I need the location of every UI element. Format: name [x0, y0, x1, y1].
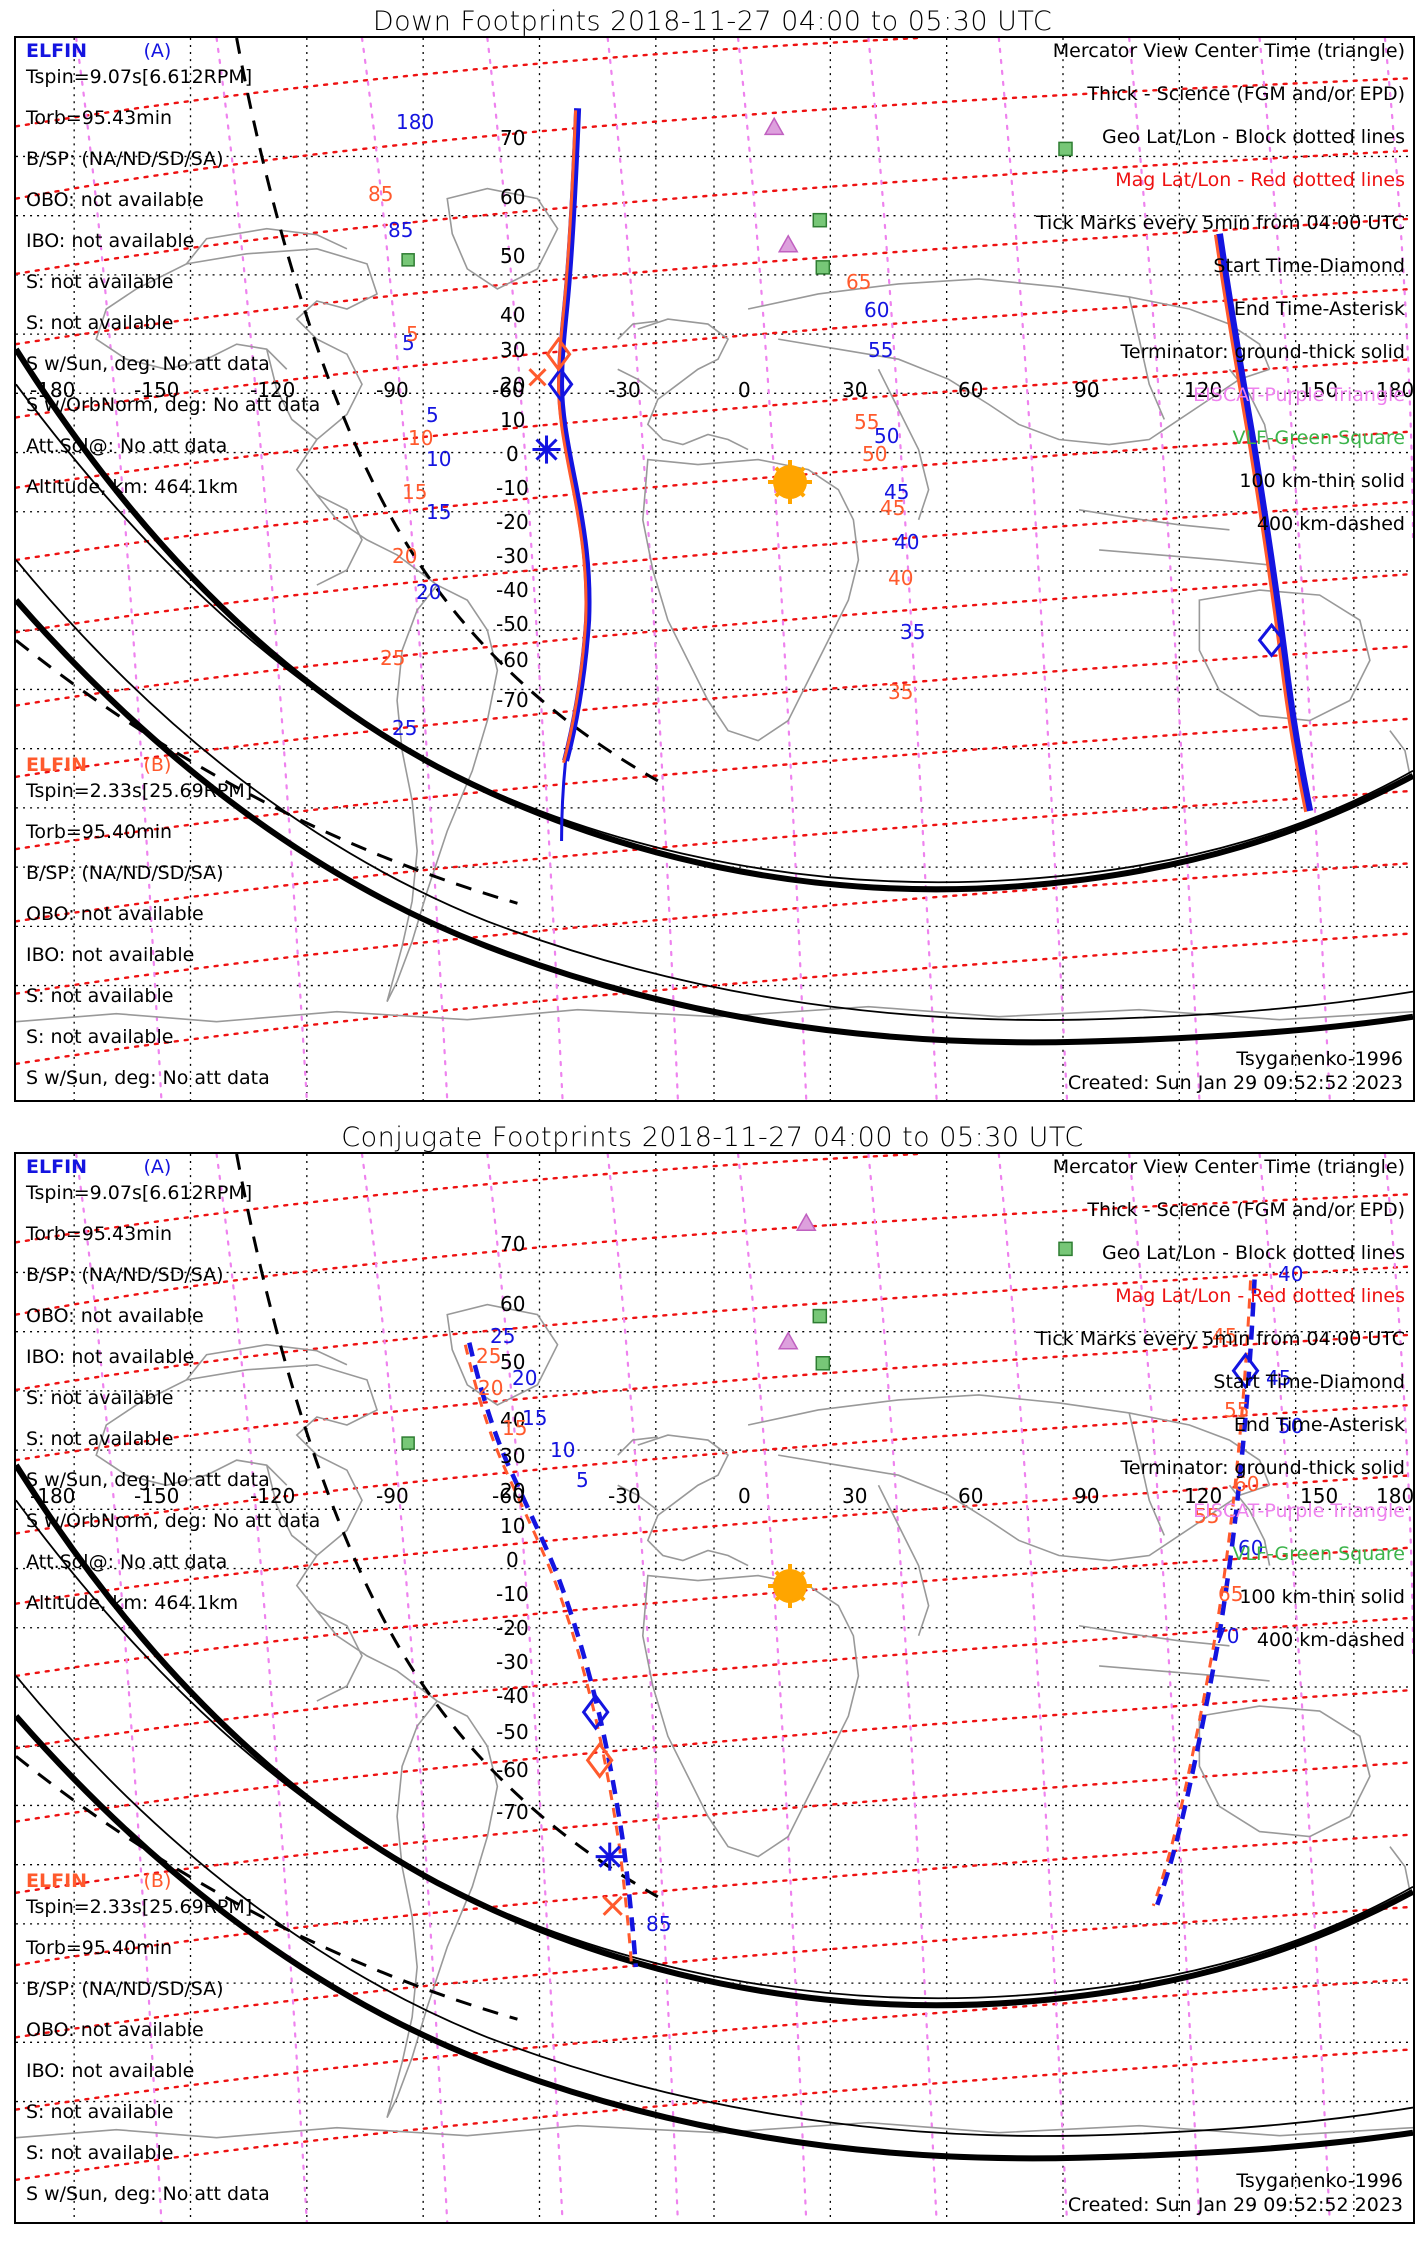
- elfin-a-info-conjugate: ELFIN (A) Tspin=9.07s[6.612RPM] Torb=95.…: [26, 1156, 320, 1613]
- elfin-b-line: OBO: not available: [26, 903, 204, 925]
- elfin-b-info-down: ELFIN (B) Tspin=2.33s[25.69RPM] Torb=95.…: [26, 754, 320, 1088]
- elfin-a-line: Torb=95.43min: [26, 107, 173, 129]
- legend-item: 100 km-thin solid: [1239, 1586, 1405, 1608]
- legend-item-vlf: VLF-Green Square: [1232, 427, 1405, 449]
- legend-down: Mercator View Center Time (triangle) Thi…: [1036, 40, 1405, 534]
- legend-item-mag: Mag Lat/Lon - Red dotted lines: [1115, 169, 1405, 191]
- elfin-a-name: ELFIN: [26, 40, 88, 62]
- legend-item-mag: Mag Lat/Lon - Red dotted lines: [1115, 1285, 1405, 1307]
- elfin-a-line: S w/Sun, deg: No att data: [26, 353, 270, 375]
- elfin-a-line: Att.Sol@: No att data: [26, 435, 228, 457]
- legend-item-eiscat: EISCAT-Purple Triangle: [1193, 1500, 1405, 1522]
- sun-icon: [774, 466, 806, 498]
- elfin-a-name: ELFIN: [26, 1156, 88, 1178]
- elfin-b-line: S w/Sun, deg: No att data: [26, 2183, 270, 2205]
- panel-conjugate-footprints: Conjugate Footprints 2018-11-27 04:00 to…: [0, 1120, 1425, 2250]
- legend-item: End Time-Asterisk: [1233, 298, 1405, 320]
- legend-item: Geo Lat/Lon - Block dotted lines: [1102, 1242, 1405, 1264]
- legend-item: Mercator View Center Time (triangle): [1052, 40, 1405, 62]
- elfin-a-line: Att.Sol@: No att data: [26, 1551, 228, 1573]
- panel-title-conjugate: Conjugate Footprints 2018-11-27 04:00 to…: [341, 1122, 1084, 1153]
- elfin-a-line: B/SP: (NA/ND/SD/SA): [26, 148, 224, 170]
- legend-item: 400 km-dashed: [1256, 513, 1405, 535]
- elfin-a-line: OBO: not available: [26, 1305, 204, 1327]
- legend-item: Terminator: ground-thick solid: [1120, 1457, 1406, 1479]
- elfin-b-line: S w/Sun, deg: No att data: [26, 1067, 270, 1089]
- elfin-b-line: IBO: not available: [26, 944, 195, 966]
- elfin-a-line: Torb=95.43min: [26, 1223, 173, 1245]
- elfin-b-line: OBO: not available: [26, 2019, 204, 2041]
- elfin-a-line: S: not available: [26, 1387, 174, 1409]
- elfin-a-line: S: not available: [26, 1428, 174, 1450]
- elfin-a-line: IBO: not available: [26, 1346, 195, 1368]
- legend-item: Start Time-Diamond: [1213, 1371, 1405, 1393]
- legend-item: Terminator: ground-thick solid: [1120, 341, 1406, 363]
- panel-down-footprints: Down Footprints 2018-11-27 04:00 to 05:3…: [0, 0, 1425, 1120]
- elfin-b-line: S: not available: [26, 985, 174, 1007]
- elfin-a-line: Altitude, km: 464.1km: [26, 476, 239, 498]
- created-label-down: Created: Sun Jan 29 09:52:52 2023: [1067, 1072, 1403, 1094]
- elfin-a-id: (A): [143, 40, 172, 62]
- elfin-b-line: Torb=95.40min: [26, 1937, 173, 1959]
- elfin-a-line: S: not available: [26, 271, 174, 293]
- model-label-conjugate: Tsyganenko-1996: [1236, 2170, 1403, 2192]
- elfin-b-line: B/SP: (NA/ND/SD/SA): [26, 862, 224, 884]
- elfin-a-line: Tspin=9.07s[6.612RPM]: [26, 1182, 253, 1204]
- elfin-b-name: ELFIN: [26, 1870, 88, 1892]
- elfin-b-line: B/SP: (NA/ND/SD/SA): [26, 1978, 224, 2000]
- elfin-b-line: Tspin=2.33s[25.69RPM]: [26, 1896, 253, 1918]
- elfin-a-line: B/SP: (NA/ND/SD/SA): [26, 1264, 224, 1286]
- elfin-b-line: Tspin=2.33s[25.69RPM]: [26, 780, 253, 802]
- panel-title-down: Down Footprints 2018-11-27 04:00 to 05:3…: [372, 6, 1053, 37]
- legend-item: Start Time-Diamond: [1213, 255, 1405, 277]
- elfin-a-id: (A): [143, 1156, 172, 1178]
- legend-item: Mercator View Center Time (triangle): [1052, 1156, 1405, 1178]
- elfin-a-line: S w/OrbNorm, deg: No att data: [26, 394, 321, 416]
- map-graphic-down: [16, 38, 1413, 1100]
- created-label-conjugate: Created: Sun Jan 29 09:52:52 2023: [1067, 2194, 1403, 2216]
- elfin-a-line: S: not available: [26, 312, 174, 334]
- legend-item: Thick - Science (FGM and/or EPD): [1087, 83, 1405, 105]
- elfin-b-name: ELFIN: [26, 754, 88, 776]
- elfin-b-line: S: not available: [26, 1026, 174, 1048]
- elfin-a-line: Tspin=9.07s[6.612RPM]: [26, 66, 253, 88]
- map-graphic-conjugate: [16, 1154, 1413, 2222]
- elfin-a-line: Altitude, km: 464.1km: [26, 1592, 239, 1614]
- elfin-b-line: S: not available: [26, 2101, 174, 2123]
- legend-item: Tick Marks every 5min from 04:00 UTC: [1036, 1328, 1405, 1350]
- elfin-b-line: IBO: not available: [26, 2060, 195, 2082]
- legend-item: Thick - Science (FGM and/or EPD): [1087, 1199, 1405, 1221]
- elfin-a-line: S w/OrbNorm, deg: No att data: [26, 1510, 321, 1532]
- elfin-a-line: S w/Sun, deg: No att data: [26, 1469, 270, 1491]
- legend-item-vlf: VLF-Green Square: [1232, 1543, 1405, 1565]
- plot-area-conjugate: -180 -150 -120 -90 -60 -30 0 30 60 90 12…: [14, 1152, 1415, 2224]
- sun-icon: [774, 1570, 806, 1602]
- legend-item-eiscat: EISCAT-Purple Triangle: [1193, 384, 1405, 406]
- elfin-b-info-conjugate: ELFIN (B) Tspin=2.33s[25.69RPM] Torb=95.…: [26, 1870, 320, 2204]
- legend-item: 400 km-dashed: [1256, 1629, 1405, 1651]
- elfin-b-id: (B): [143, 1870, 172, 1892]
- model-label-down: Tsyganenko-1996: [1236, 1048, 1403, 1070]
- elfin-a-info-down: ELFIN (A) Tspin=9.07s[6.612RPM] Torb=95.…: [26, 40, 320, 497]
- legend-item: End Time-Asterisk: [1233, 1414, 1405, 1436]
- legend-item: 100 km-thin solid: [1239, 470, 1405, 492]
- legend-item: Geo Lat/Lon - Block dotted lines: [1102, 126, 1405, 148]
- elfin-a-line: OBO: not available: [26, 189, 204, 211]
- legend-item: Tick Marks every 5min from 04:00 UTC: [1036, 212, 1405, 234]
- elfin-b-line: Torb=95.40min: [26, 821, 173, 843]
- elfin-b-line: S: not available: [26, 2142, 174, 2164]
- legend-conjugate: Mercator View Center Time (triangle) Thi…: [1036, 1156, 1405, 1650]
- elfin-a-line: IBO: not available: [26, 230, 195, 252]
- elfin-b-id: (B): [143, 754, 172, 776]
- plot-area-down: -180 -150 -120 -90 -60 -30 0 30 60 90 12…: [14, 36, 1415, 1102]
